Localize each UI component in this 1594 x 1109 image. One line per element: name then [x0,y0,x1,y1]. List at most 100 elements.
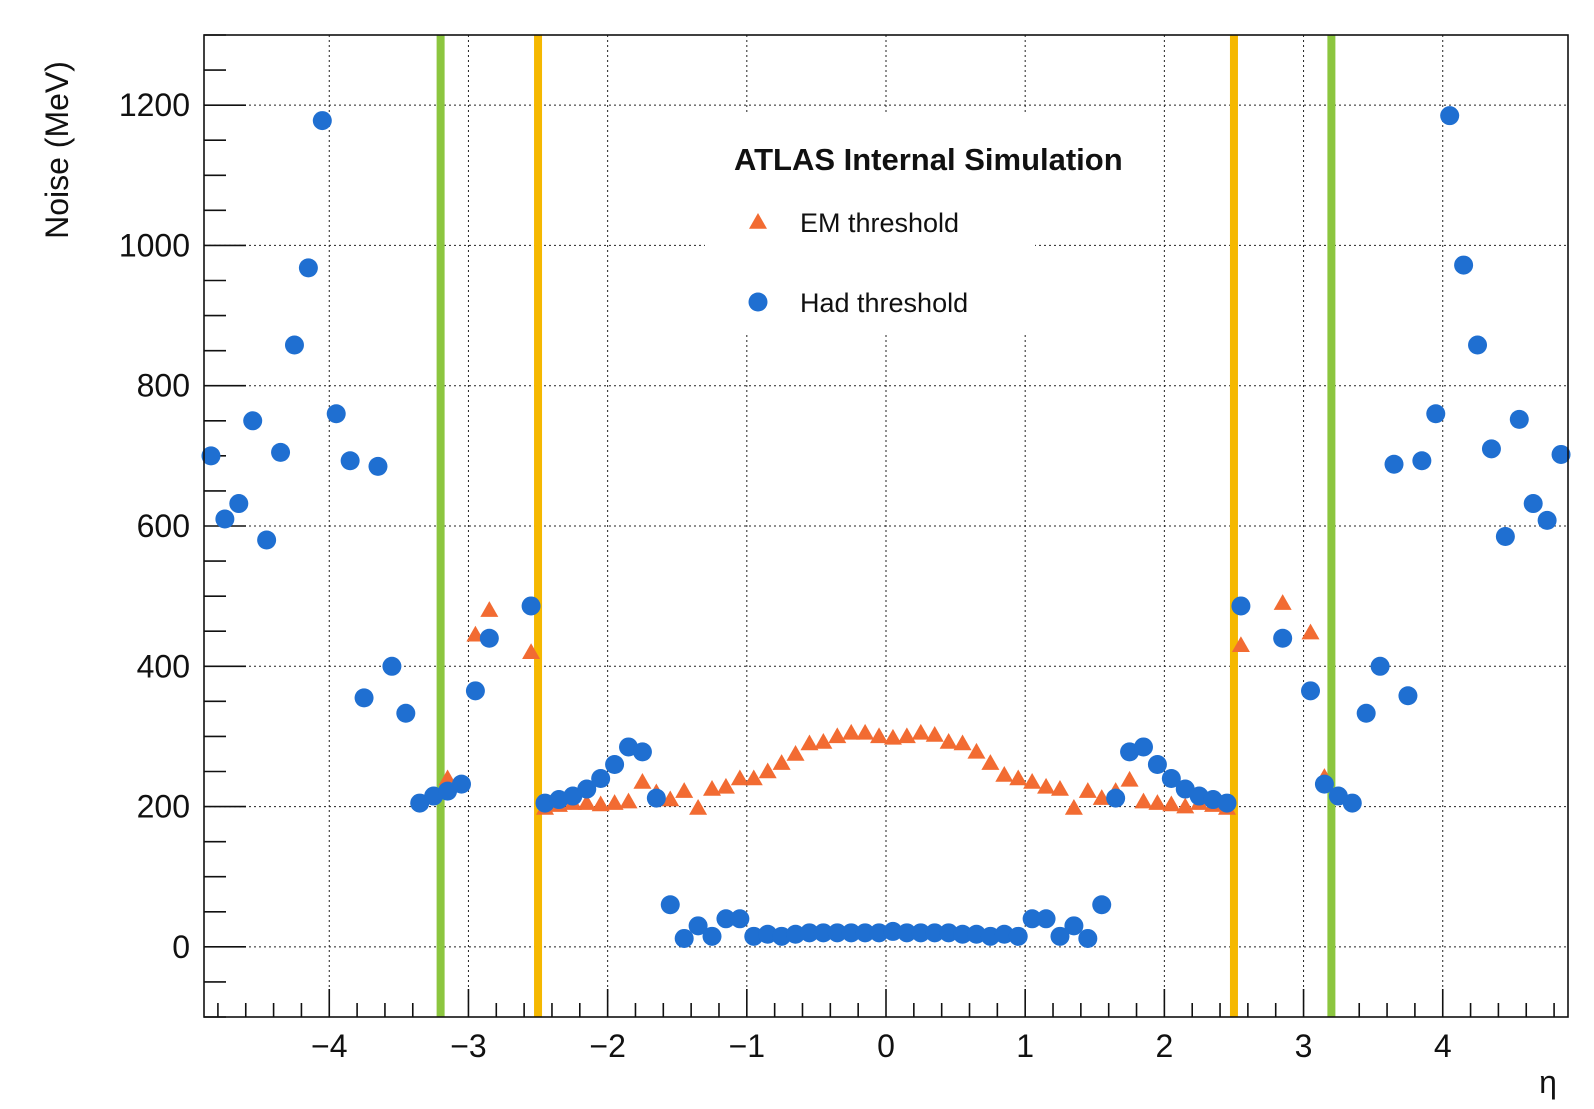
em-threshold-point [1162,795,1181,812]
x-axis-label: η [1539,1064,1557,1100]
em-threshold-point [981,754,1000,770]
had-threshold-point [1092,895,1112,915]
had-threshold-point [1384,454,1404,474]
had-threshold-point [1106,788,1126,808]
had-threshold-point [841,923,861,943]
em-threshold-point [1050,780,1069,796]
had-threshold-point [688,916,708,936]
had-threshold-point [1231,596,1251,616]
had-threshold-point [1217,793,1237,813]
em-threshold-point [925,726,944,742]
had-threshold-point [758,924,778,944]
em-threshold-point [703,780,722,796]
had-threshold-point [326,404,346,424]
em-threshold-point [744,769,763,786]
had-threshold-point [855,923,875,943]
had-threshold-series [201,106,1571,948]
em-threshold-point [675,782,694,798]
had-threshold-point [605,754,625,774]
had-threshold-point [953,924,973,944]
had-threshold-point [1537,510,1557,530]
em-threshold-point [438,769,457,786]
had-threshold-point [1551,444,1571,464]
x-tick-label: 4 [1434,1028,1452,1064]
had-threshold-point [1008,926,1028,946]
had-threshold-point [1523,494,1543,514]
had-threshold-point [479,628,499,648]
em-threshold-point [1037,777,1056,794]
em-threshold-point [1148,794,1167,810]
had-threshold-point [1468,335,1488,355]
had-threshold-point [980,926,1000,946]
legend-marker-em [749,213,767,229]
plot-frame [203,34,1569,1018]
had-threshold-point [897,923,917,943]
had-threshold-point [966,924,986,944]
em-threshold-point [800,734,819,751]
em-threshold-point [577,794,596,810]
had-threshold-point [1342,793,1362,813]
had-threshold-point [883,921,903,941]
y-tick-label: 200 [137,789,190,825]
had-threshold-point [827,923,847,943]
x-tick-label: 2 [1155,1028,1173,1064]
y-tick-label: 600 [137,508,190,544]
had-threshold-point [1273,628,1293,648]
em-threshold-point [661,790,680,807]
x-tick-label: −1 [729,1028,765,1064]
had-threshold-point [1161,769,1181,789]
had-threshold-point [215,509,235,529]
em-threshold-point [814,733,833,749]
em-threshold-point [1120,770,1139,787]
had-threshold-point [925,923,945,943]
had-threshold-point [772,926,792,946]
em-threshold-point [995,766,1014,782]
x-tick-label: −4 [311,1028,347,1064]
em-threshold-point [522,643,541,660]
em-threshold-point [911,723,930,740]
had-threshold-point [1050,926,1070,946]
em-threshold-point [939,733,958,749]
em-threshold-point [689,798,708,815]
em-threshold-point [828,727,847,744]
x-tick-label: −3 [450,1028,486,1064]
had-threshold-point [340,451,360,471]
em-threshold-point [967,742,986,759]
had-threshold-point [1454,255,1474,275]
had-threshold-point [1147,754,1167,774]
annotation-title: ATLAS Internal Simulation [734,142,1123,177]
had-threshold-point [674,928,694,948]
had-threshold-point [521,596,541,616]
y-tick-label: 800 [137,368,190,404]
had-threshold-point [786,924,806,944]
had-threshold-point [257,530,277,550]
had-threshold-point [1398,686,1418,706]
legend-label-em: EM threshold [800,208,959,238]
had-threshold-point [465,681,485,701]
y-tick-label: 1000 [119,227,190,263]
had-threshold-point [382,656,402,676]
had-threshold-point [702,926,722,946]
had-threshold-point [591,769,611,789]
had-threshold-point [869,923,889,943]
axis-ticks [204,34,1555,1018]
had-threshold-point [1078,928,1098,948]
had-threshold-point [451,774,471,794]
y-tick-labels: 0 200 400 600 800 1000 1200 [119,87,190,965]
had-threshold-point [229,494,249,514]
had-threshold-point [1440,106,1460,126]
em-threshold-point [1078,782,1097,798]
had-threshold-point [660,895,680,915]
had-threshold-point [1036,909,1056,929]
em-threshold-point [842,723,861,740]
had-threshold-point [1370,656,1390,676]
x-tick-label: 3 [1295,1028,1313,1064]
had-threshold-point [744,926,764,946]
had-threshold-point [312,111,332,131]
em-threshold-point [856,723,875,740]
em-threshold-point [1064,798,1083,815]
em-threshold-point [870,727,889,744]
had-threshold-point [646,788,666,808]
em-threshold-point [1092,789,1111,805]
